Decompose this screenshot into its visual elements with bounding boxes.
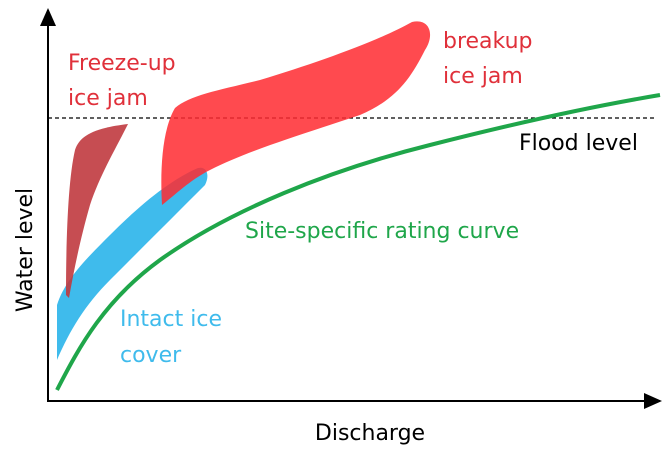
breakup-label: breakup — [443, 29, 533, 54]
freeze-up-label: Freeze-up — [68, 51, 176, 76]
intact-ice-label: Intact ice — [120, 307, 222, 332]
intact-ice-band — [57, 167, 208, 360]
flood-level-label: Flood level — [519, 131, 638, 156]
intact-ice-label: cover — [120, 343, 182, 368]
rating-curve-label: Site-specific rating curve — [245, 219, 519, 244]
rating-curve — [55, 93, 661, 391]
breakup-jam — [161, 21, 431, 205]
y-axis-label: Water level — [13, 188, 38, 312]
freeze-up-jam — [66, 124, 128, 298]
x-axis-label: Discharge — [315, 421, 425, 446]
breakup-label: ice jam — [443, 64, 523, 89]
freeze-up-label: ice jam — [68, 86, 148, 111]
